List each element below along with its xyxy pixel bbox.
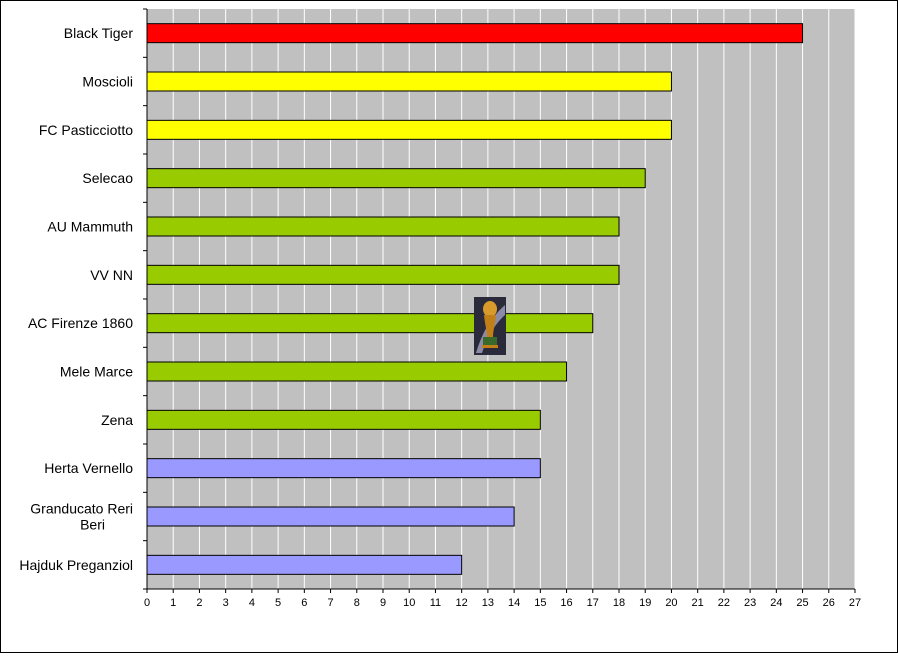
category-label: Mele Marce xyxy=(60,364,133,380)
x-tick-label: 1 xyxy=(170,597,176,609)
category-label-line: Granducato Reri xyxy=(30,501,133,517)
category-label: AU Mammuth xyxy=(47,219,133,235)
category-label: Herta Vernello xyxy=(44,460,133,476)
trophy-icon-foot xyxy=(482,345,498,348)
x-tick-label: 15 xyxy=(534,597,546,609)
x-tick-label: 0 xyxy=(144,597,150,609)
x-tick-label: 12 xyxy=(456,597,468,609)
category-label: Granducato Reri Beri xyxy=(30,501,133,533)
x-tick-label: 13 xyxy=(482,597,494,609)
bar xyxy=(146,361,568,382)
x-tick-label: 22 xyxy=(718,597,730,609)
x-tick-label: 10 xyxy=(403,597,415,609)
x-tick-label: 23 xyxy=(744,597,756,609)
x-tick-label: 18 xyxy=(613,597,625,609)
category-label: Selecao xyxy=(82,170,133,186)
x-tick-label: 27 xyxy=(849,597,861,609)
x-tick-label: 26 xyxy=(823,597,835,609)
trophy-icon-body xyxy=(484,315,496,337)
trophy-icon-base xyxy=(483,337,497,347)
x-tick-label: 9 xyxy=(380,597,386,609)
bar xyxy=(146,119,672,140)
category-label-line: Beri xyxy=(80,517,105,533)
bar xyxy=(146,264,620,285)
x-tick-label: 6 xyxy=(301,597,307,609)
bar xyxy=(146,409,541,430)
x-tick-label: 11 xyxy=(430,597,441,609)
category-label: VV NN xyxy=(90,267,133,283)
x-tick-label: 17 xyxy=(587,597,599,609)
trophy-icon-globe xyxy=(483,301,497,317)
bar xyxy=(146,71,672,92)
x-tick-label: 19 xyxy=(639,597,651,609)
x-tick-label: 21 xyxy=(692,597,704,609)
x-tick-label: 2 xyxy=(196,597,202,609)
bar xyxy=(146,216,620,237)
x-tick-label: 14 xyxy=(508,597,520,609)
category-label: AC Firenze 1860 xyxy=(28,315,133,331)
x-tick-label: 24 xyxy=(770,597,782,609)
bar xyxy=(146,506,515,527)
bar xyxy=(146,458,541,479)
category-label: FC Pasticciotto xyxy=(39,122,133,138)
category-label: Zena xyxy=(101,412,133,428)
trophy-icon xyxy=(474,297,506,355)
x-tick-label: 5 xyxy=(275,597,281,609)
category-label: Moscioli xyxy=(82,74,133,90)
x-tick-label: 7 xyxy=(327,597,333,609)
x-tick-label: 8 xyxy=(354,597,360,609)
bar xyxy=(146,554,463,575)
x-tick-label: 3 xyxy=(223,597,229,609)
x-tick-label: 25 xyxy=(796,597,808,609)
bar xyxy=(146,168,646,189)
x-tick-label: 16 xyxy=(560,597,572,609)
category-label: Hajduk Preganziol xyxy=(19,557,133,573)
x-tick-label: 4 xyxy=(249,597,255,609)
category-label: Black Tiger xyxy=(64,25,134,41)
bar xyxy=(146,313,594,334)
x-tick-label: 20 xyxy=(665,597,677,609)
bar xyxy=(146,23,804,44)
